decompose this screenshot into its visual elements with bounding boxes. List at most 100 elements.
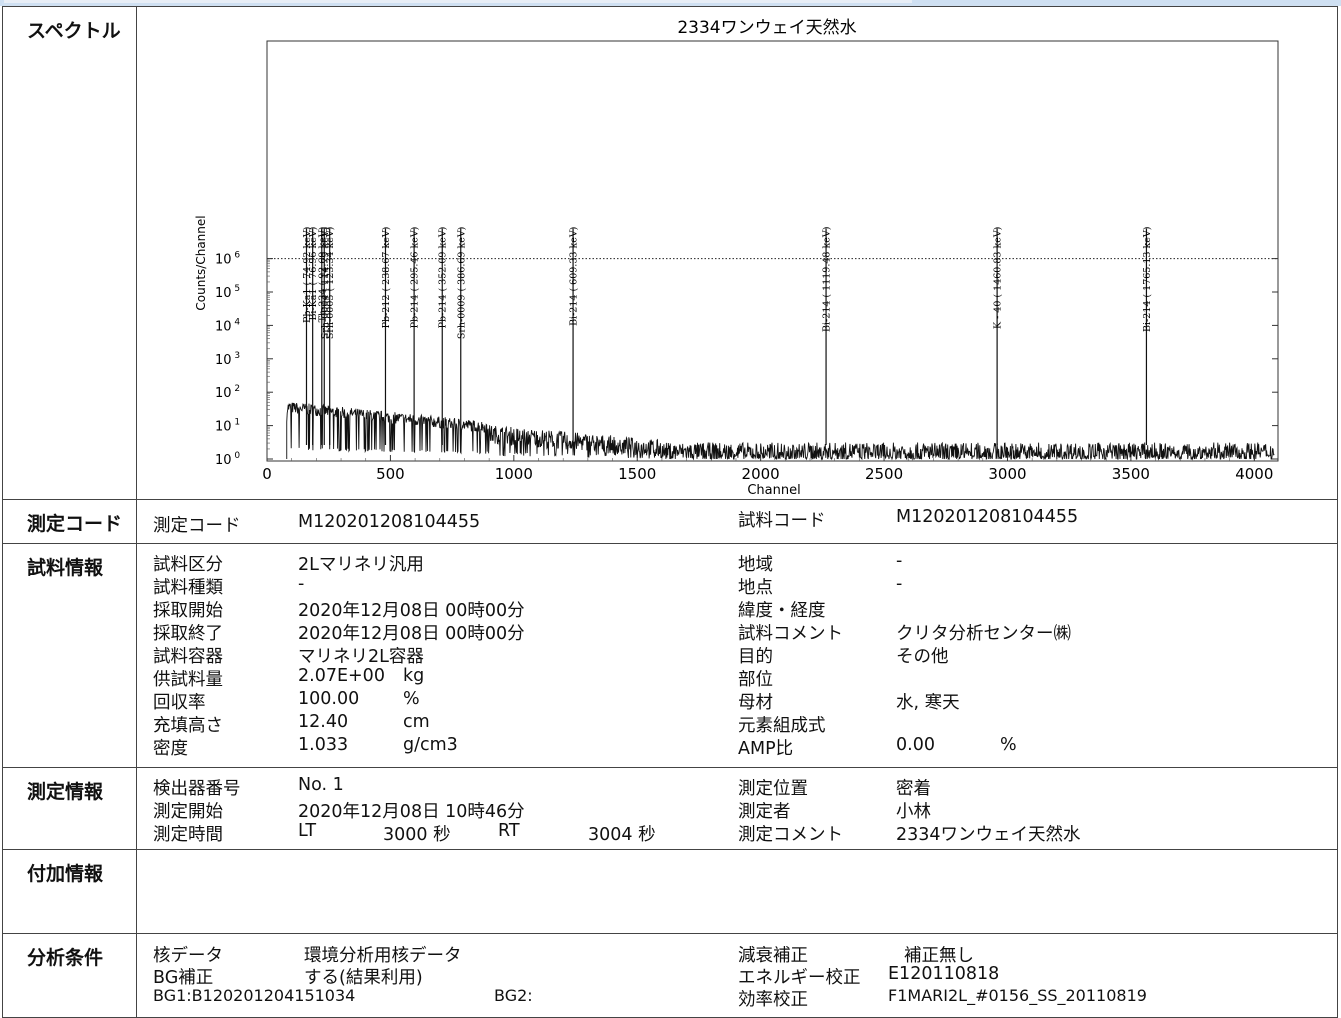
sample-left-key: 試料種類: [153, 578, 223, 598]
extra-label: 付加情報: [2, 849, 137, 934]
sample-right-key: 緯度・経度: [738, 601, 826, 621]
peak-label: Pb-212 ( 238.67 keV): [381, 227, 392, 329]
spectrum-label: スペクトル: [2, 6, 137, 500]
x-tick-label: 1500: [618, 465, 656, 483]
sample-left-value: 2.07E+00: [298, 666, 385, 686]
duration-key: 測定時間: [153, 825, 223, 845]
sample-left-key: 採取終了: [153, 624, 223, 644]
code-label: 測定コード: [2, 499, 137, 544]
peak-label: Bi-Ka1 ( 76.96 keV): [308, 227, 319, 321]
sample-right-value: その他: [896, 647, 949, 667]
bg1-value: BG1:B120201204151034: [153, 986, 356, 1005]
peak-label: Bi-214 ( 1119.48 keV): [822, 227, 833, 332]
x-tick-label: 0: [262, 465, 272, 483]
operator-value: 小林: [896, 802, 931, 822]
peak-label: Bi-214 ( 609.33 keV): [569, 227, 580, 326]
x-tick-label: 3500: [1112, 465, 1150, 483]
analysis-section: 核データ 環境分析用核データ BG補正 する(結果利用) BG1:B120201…: [136, 933, 1338, 1018]
peak-label: Srh-0005 ( 123.34 keV): [325, 227, 336, 340]
y-tick-label: 10 3: [215, 351, 240, 368]
x-tick-label: 500: [376, 465, 405, 483]
sample-left-value: 2Lマリネリ汎用: [298, 555, 424, 575]
measure-section: 検出器番号 No. 1 測定開始 2020年12月08日 10時46分 測定時間…: [136, 767, 1338, 850]
sample-code-key: 試料コード: [738, 511, 826, 531]
sample-left-key: 充填高さ: [153, 716, 223, 736]
rt-label: RT: [498, 821, 520, 841]
comment-value: 2334ワンウェイ天然水: [896, 825, 1081, 845]
bg-correction-value: する(結果利用): [304, 968, 423, 988]
measure-label: 測定情報: [2, 767, 137, 850]
sample-left-value: 2020年12月08日 00時00分: [298, 601, 525, 621]
sample-left-key: 供試料量: [153, 670, 223, 690]
y-tick-label: 10 5: [215, 284, 240, 301]
spectrum-cell: 2334ワンウェイ天然水 Counts/Channel Channel 10 0…: [136, 6, 1338, 500]
sample-left-value: 1.033: [298, 735, 349, 755]
sample-left-unit: %: [403, 689, 420, 709]
peak-label: Bi-214 ( 1765.13 keV): [1142, 227, 1153, 332]
sample-right-key: AMP比: [738, 739, 794, 759]
sample-left-value: 100.00: [298, 689, 360, 709]
peak-label: Srh-0009 ( 386.69 keV): [456, 227, 467, 340]
x-tick-label: 2500: [865, 465, 903, 483]
operator-key: 測定者: [738, 802, 791, 822]
plot-frame: [266, 40, 1279, 462]
code-value: M120201208104455: [298, 512, 481, 532]
sample-left-value: マリネリ2L容器: [298, 647, 424, 667]
sample-right-value: 水, 寒天: [896, 693, 960, 713]
y-axis-label: Counts/Channel: [194, 215, 208, 310]
sample-left-unit: g/cm3: [403, 735, 458, 755]
lt-value: 3000 秒: [383, 825, 451, 845]
decay-value: 補正無し: [904, 946, 974, 966]
sample-right-value: クリタ分析センター㈱: [896, 624, 1071, 644]
code-section: 測定コード M120201208104455 試料コード M1202012081…: [136, 499, 1338, 544]
decay-key: 減衰補正: [738, 946, 808, 966]
sample-right-key: 元素組成式: [738, 716, 826, 736]
sample-right-value: -: [896, 551, 903, 571]
x-axis-label: Channel: [747, 483, 800, 495]
comment-key: 測定コメント: [738, 825, 843, 845]
y-tick-label: 10 0: [215, 451, 240, 468]
peak-label: Pb-214 ( 352.09 keV): [438, 227, 449, 329]
y-tick-label: 10 6: [215, 251, 240, 268]
rt-value: 3004 秒: [588, 825, 656, 845]
y-tick-label: 10 1: [215, 418, 240, 435]
chart-title: 2334ワンウェイ天然水: [677, 18, 856, 38]
energy-cal-key: エネルギー校正: [738, 968, 861, 988]
sample-left-value: -: [298, 574, 305, 594]
position-key: 測定位置: [738, 779, 808, 799]
sample-right-key: 試料コメント: [738, 624, 843, 644]
detector-value: No. 1: [298, 775, 344, 795]
peak-label: Pb-214 ( 295.46 keV): [410, 227, 421, 329]
bg2-label: BG2:: [494, 986, 533, 1005]
y-tick-label: 10 4: [215, 317, 240, 334]
sample-left-key: 密度: [153, 739, 188, 759]
x-tick-label: 4000: [1235, 465, 1273, 483]
sample-right-key: 部位: [738, 670, 773, 690]
sample-left-key: 採取開始: [153, 601, 223, 621]
sample-right-value: 0.00: [896, 735, 935, 755]
sample-left-unit: cm: [403, 712, 430, 732]
sample-left-key: 試料容器: [153, 647, 223, 667]
detector-key: 検出器番号: [153, 779, 241, 799]
lt-label: LT: [298, 821, 317, 841]
x-tick-label: 3000: [988, 465, 1026, 483]
start-value: 2020年12月08日 10時46分: [298, 802, 525, 822]
sample-left-key: 回収率: [153, 693, 206, 713]
peak-label: K - 40 ( 1460.83 keV): [993, 227, 1004, 329]
x-tick-label: 1000: [495, 465, 533, 483]
nuclear-data-value: 環境分析用核データ: [304, 946, 462, 966]
nuclear-data-key: 核データ: [153, 946, 223, 966]
extra-section: [136, 849, 1338, 934]
peak-label: Srh-0004 ( 114.79 keV): [320, 227, 331, 340]
report-table: スペクトル 2334ワンウェイ天然水 Counts/Channel Channe…: [2, 6, 1338, 1018]
x-tick-label: 2000: [742, 465, 780, 483]
energy-cal-value: E120110818: [888, 964, 1000, 984]
sample-section: 試料区分 2Lマリネリ汎用試料種類 - 採取開始 2020年12月08日 00時00分採…: [136, 543, 1338, 768]
sample-code-value: M120201208104455: [896, 507, 1079, 527]
position-value: 密着: [896, 779, 931, 799]
sample-left-unit: kg: [403, 666, 425, 686]
sample-right-unit: %: [1000, 735, 1017, 755]
sample-left-key: 試料区分: [153, 555, 223, 575]
bg-correction-key: BG補正: [153, 968, 214, 988]
spectrum-chart: 2334ワンウェイ天然水 Counts/Channel Channel 10 0…: [194, 18, 1279, 498]
